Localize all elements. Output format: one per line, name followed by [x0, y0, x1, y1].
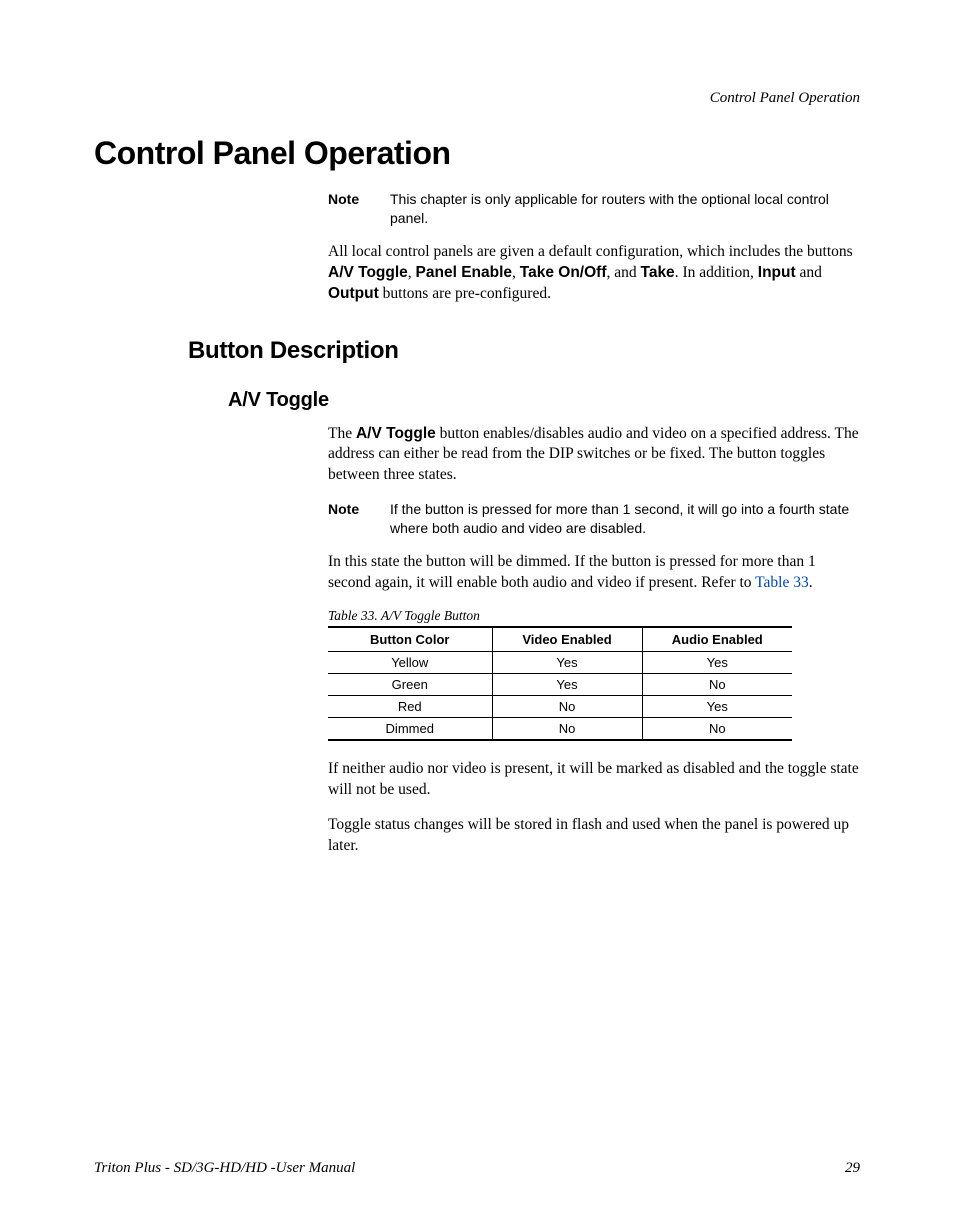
footer-title: Triton Plus - SD/3G-HD/HD -User Manual [94, 1160, 355, 1177]
text: , and [606, 264, 640, 281]
table-cell: Yes [642, 651, 792, 673]
heading-1: Control Panel Operation [94, 135, 860, 172]
paragraph: The A/V Toggle button enables/disables a… [328, 424, 860, 487]
table-cell: Green [328, 673, 492, 695]
note-text: This chapter is only applicable for rout… [390, 190, 860, 228]
table-cell: Yellow [328, 651, 492, 673]
button-ref: Panel Enable [416, 264, 512, 281]
table-row: Red No Yes [328, 695, 792, 717]
table-cell: No [642, 673, 792, 695]
button-ref: A/V Toggle [356, 425, 436, 442]
button-ref: Output [328, 285, 379, 302]
table-header-row: Button Color Video Enabled Audio Enabled [328, 627, 792, 652]
table-row: Yellow Yes Yes [328, 651, 792, 673]
table-cell: No [492, 717, 642, 740]
table-header: Audio Enabled [642, 627, 792, 652]
table-cell: Red [328, 695, 492, 717]
note-block: Note This chapter is only applicable for… [328, 190, 860, 228]
text: buttons are pre-configured. [379, 285, 551, 302]
button-ref: Take On/Off [520, 264, 607, 281]
text: . [809, 574, 813, 591]
paragraph: If neither audio nor video is present, i… [328, 759, 860, 801]
paragraph: Toggle status changes will be stored in … [328, 815, 860, 857]
table-cell: Yes [492, 673, 642, 695]
running-header: Control Panel Operation [94, 90, 860, 107]
text: and [796, 264, 822, 281]
intro-paragraph: All local control panels are given a def… [328, 242, 860, 305]
table-header: Video Enabled [492, 627, 642, 652]
text: All local control panels are given a def… [328, 243, 853, 260]
table-cell: Dimmed [328, 717, 492, 740]
table-link[interactable]: Table 33 [755, 574, 809, 591]
av-toggle-table: Button Color Video Enabled Audio Enabled… [328, 626, 792, 741]
table-row: Dimmed No No [328, 717, 792, 740]
button-ref: A/V Toggle [328, 264, 408, 281]
table-cell: Yes [642, 695, 792, 717]
text: , [512, 264, 520, 281]
button-ref: Input [758, 264, 796, 281]
table-cell: No [642, 717, 792, 740]
note-label: Note [328, 190, 390, 228]
page-number: 29 [845, 1160, 860, 1177]
text: The [328, 425, 356, 442]
note-label: Note [328, 500, 390, 538]
page-footer: Triton Plus - SD/3G-HD/HD -User Manual 2… [94, 1160, 860, 1177]
table-caption: Table 33. A/V Toggle Button [328, 608, 860, 624]
table-header: Button Color [328, 627, 492, 652]
text: . In addition, [675, 264, 758, 281]
heading-3: A/V Toggle [228, 389, 860, 412]
paragraph: In this state the button will be dimmed.… [328, 552, 860, 594]
text: , [408, 264, 416, 281]
table-cell: Yes [492, 651, 642, 673]
button-ref: Take [641, 264, 675, 281]
table-cell: No [492, 695, 642, 717]
note-block: Note If the button is pressed for more t… [328, 500, 860, 538]
heading-2: Button Description [188, 337, 860, 365]
note-text: If the button is pressed for more than 1… [390, 500, 860, 538]
text: In this state the button will be dimmed.… [328, 553, 816, 591]
table-row: Green Yes No [328, 673, 792, 695]
